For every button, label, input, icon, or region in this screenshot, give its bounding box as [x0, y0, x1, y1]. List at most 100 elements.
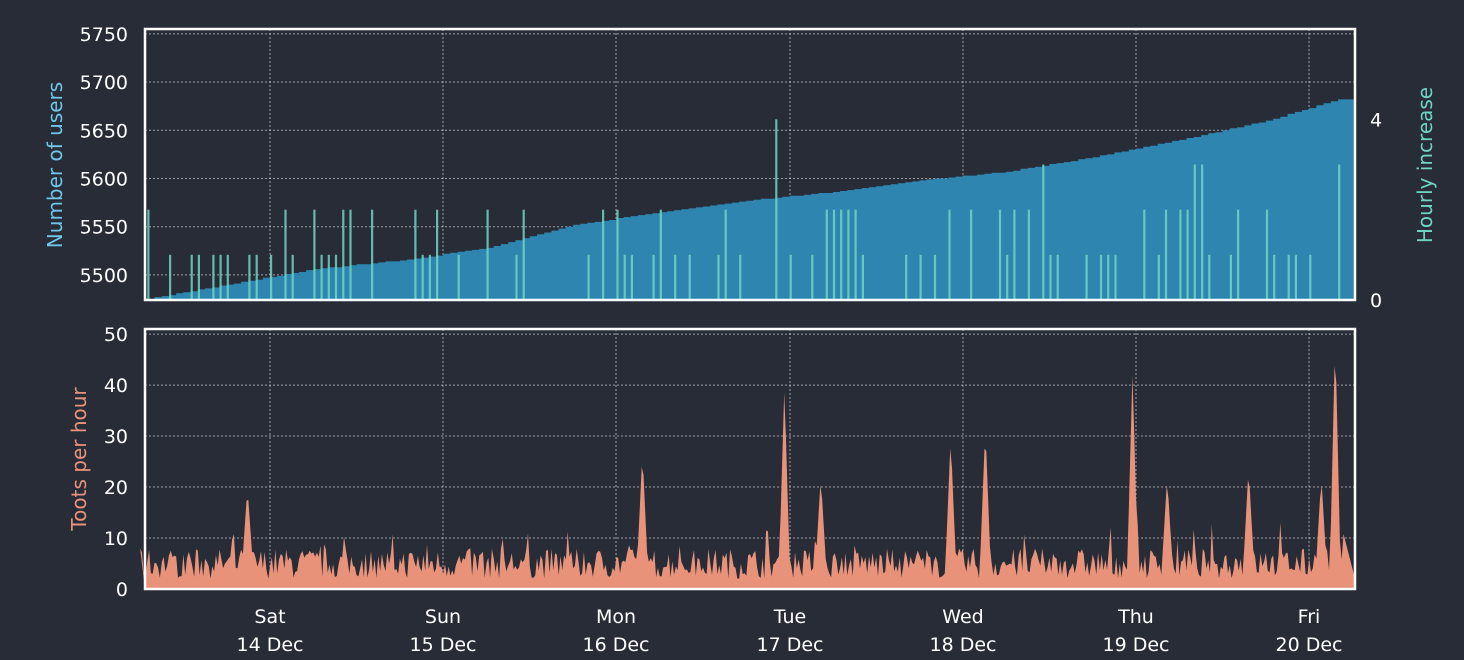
hourly-increase-bar: [724, 209, 727, 300]
hourly-increase-bar: [789, 254, 792, 300]
hourly-increase-bar: [948, 209, 951, 300]
hourly-increase-bar: [825, 209, 828, 300]
hourly-increase-bar: [602, 209, 605, 300]
hourly-increase-bar: [623, 254, 626, 300]
hourly-increase-bar: [197, 254, 200, 300]
users-y-tick-label: 5650: [80, 120, 128, 142]
hourly-increase-bar: [457, 254, 460, 300]
hourly-increase-bar: [616, 209, 619, 300]
toots-y-tick-label: 40: [104, 375, 128, 397]
x-tick-day: Wed: [942, 606, 983, 628]
hourly-increase-bar: [1186, 209, 1189, 300]
hourly-increase-bar: [970, 209, 973, 300]
hourly-increase-bar: [147, 209, 150, 300]
hourly-increase-bar: [327, 254, 330, 300]
hourly-increase-bar: [428, 254, 431, 300]
increase-y-tick-label: 0: [1370, 290, 1382, 312]
hourly-increase-bar: [1179, 209, 1182, 300]
users-y-tick-label: 5500: [80, 265, 128, 287]
hourly-increase-bar: [1056, 254, 1059, 300]
increase-y-label: Hourly increase: [1413, 87, 1437, 243]
hourly-increase-bar: [1229, 254, 1232, 300]
hourly-increase-bar: [190, 254, 193, 300]
x-tick-day: Sun: [425, 606, 461, 628]
hourly-increase-bar: [226, 254, 229, 300]
x-tick-date: 15 Dec: [410, 634, 477, 656]
hourly-increase-bar: [1287, 254, 1290, 300]
hourly-increase-bar: [1208, 254, 1211, 300]
x-tick-day: Fri: [1298, 606, 1321, 628]
toots-grid: [145, 329, 1355, 590]
hourly-increase-bar: [212, 254, 215, 300]
hourly-increase-bar: [342, 209, 345, 300]
users-area: [140, 99, 1356, 301]
hourly-increase-bar: [674, 254, 677, 300]
hourly-increase-bar: [717, 254, 720, 300]
hourly-increase-bar: [840, 209, 843, 300]
users-y-tick-label: 5550: [80, 217, 128, 239]
x-tick-date: 14 Dec: [237, 634, 304, 656]
hourly-increase-bar: [1273, 254, 1276, 300]
hourly-increase-bar: [1164, 209, 1168, 300]
hourly-increase-bar: [522, 209, 525, 300]
x-tick-day: Tue: [773, 606, 806, 628]
hourly-increase-bar: [371, 209, 374, 300]
hourly-increase-bar: [219, 254, 222, 300]
toots-plot-bg: [145, 329, 1355, 589]
toots-y-tick-label: 10: [104, 528, 128, 550]
hourly-increase-bar: [688, 254, 691, 300]
users-y-tick-label: 5700: [80, 72, 128, 94]
hourly-increase-bar: [1265, 209, 1269, 300]
increase-y-ticks: 04: [1370, 109, 1382, 312]
users-y-tick-label: 5750: [80, 24, 128, 46]
hourly-increase-bar: [1338, 164, 1341, 300]
hourly-increase-bar: [847, 209, 850, 300]
x-tick-day: Thu: [1117, 606, 1154, 628]
hourly-increase-bar: [1193, 164, 1196, 300]
hourly-increase-bar: [1309, 254, 1312, 300]
hourly-increase-bar: [436, 209, 439, 300]
hourly-increase-bar: [630, 254, 633, 300]
hourly-increase-bar: [1237, 209, 1240, 300]
x-tick-day: Mon: [596, 606, 636, 628]
hourly-increase-bar: [933, 254, 937, 300]
hourly-increase-bar: [1042, 164, 1045, 300]
hourly-increase-bar: [248, 254, 251, 300]
hourly-increase-bar: [334, 254, 338, 300]
x-tick-date: 19 Dec: [1103, 634, 1170, 656]
hourly-increase-bar: [1201, 164, 1204, 300]
x-axis-labels: Sat 14 Dec Sun 15 Dec Mon 16 Dec Tue 17 Dec Wed 1…: [237, 606, 1343, 656]
toots-panel: 0 10 20 30 40 50 Toots per hour: [67, 324, 1357, 601]
hourly-increase-bar: [349, 209, 352, 300]
toots-area: [140, 366, 1356, 589]
hourly-increase-bar: [905, 254, 908, 300]
x-tick-date: 17 Dec: [757, 634, 824, 656]
hourly-increase-bar: [1013, 209, 1016, 300]
hourly-increase-bar: [1085, 254, 1088, 300]
hourly-increase-bar: [486, 209, 489, 300]
users-y-tick-label: 5600: [80, 168, 128, 190]
hourly-increase-bar: [515, 254, 518, 300]
hourly-increase-bar: [1294, 254, 1297, 300]
x-tick-date: 18 Dec: [930, 634, 997, 656]
x-tick-day: Sat: [254, 606, 285, 628]
hourly-increase-bar: [270, 254, 273, 300]
hourly-increase-bar: [291, 254, 294, 300]
hourly-increase-bar: [739, 254, 742, 300]
hourly-increase-bar: [320, 254, 323, 300]
users-y-ticks: 5500 5550 5600 5650 5700 5750: [80, 24, 128, 287]
hourly-increase-bars: [147, 119, 1341, 300]
hourly-increase-bar: [998, 209, 1002, 300]
x-tick-date: 16 Dec: [583, 634, 650, 656]
hourly-increase-bar: [854, 209, 857, 300]
toots-y-label: Toots per hour: [67, 387, 91, 532]
hourly-increase-bar: [414, 209, 417, 300]
hourly-increase-bar: [919, 254, 922, 300]
toots-y-tick-label: 30: [104, 426, 128, 448]
hourly-increase-bar: [1107, 254, 1110, 300]
hourly-increase-bar: [832, 209, 836, 300]
hourly-increase-bar: [1114, 254, 1117, 300]
hourly-increase-bar: [1027, 209, 1030, 300]
hourly-increase-bar: [1143, 209, 1146, 300]
